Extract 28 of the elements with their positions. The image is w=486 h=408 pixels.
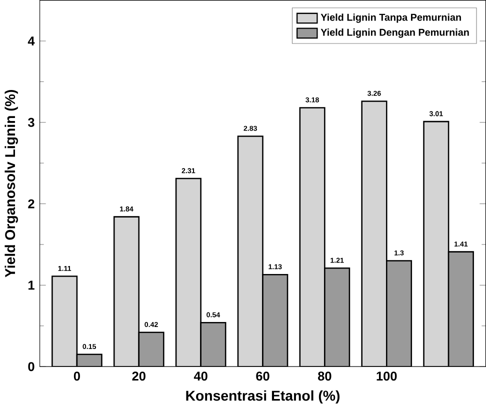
x-tick-label: 40: [194, 371, 208, 381]
bar: [324, 268, 350, 366]
bar: [238, 136, 263, 366]
bar: [448, 251, 474, 366]
bar: [114, 216, 139, 366]
y-tick-label: 2: [28, 199, 34, 208]
bar: [300, 108, 325, 366]
x-tick-label: 60: [256, 371, 270, 381]
x-axis-title: Konsentrasi Etanol (%): [186, 390, 340, 404]
legend-label: Yield Lignin Tanpa Pemurnian: [320, 13, 461, 23]
y-tick-label: 3: [28, 118, 34, 127]
x-tick-label: 80: [318, 371, 332, 381]
bar: [138, 332, 164, 366]
y-tick-label: 4: [28, 36, 35, 46]
y-axis-title: Yield Organosolv Lignin (%): [4, 90, 18, 278]
x-tick-label: 100: [376, 371, 397, 381]
y-tick-label: 1: [28, 280, 34, 290]
x-tick-label: 20: [132, 371, 146, 381]
bar: [386, 260, 412, 366]
legend-label: Yield Lignin Dengan Pemurnian: [320, 28, 469, 38]
bar: [423, 120, 450, 366]
bar: [176, 178, 201, 366]
bar: [362, 101, 387, 366]
bar: [200, 322, 226, 366]
bar: [262, 274, 288, 366]
y-tick-label: 0: [28, 362, 34, 371]
x-tick-label: 0: [74, 371, 80, 381]
bar: [52, 276, 77, 366]
